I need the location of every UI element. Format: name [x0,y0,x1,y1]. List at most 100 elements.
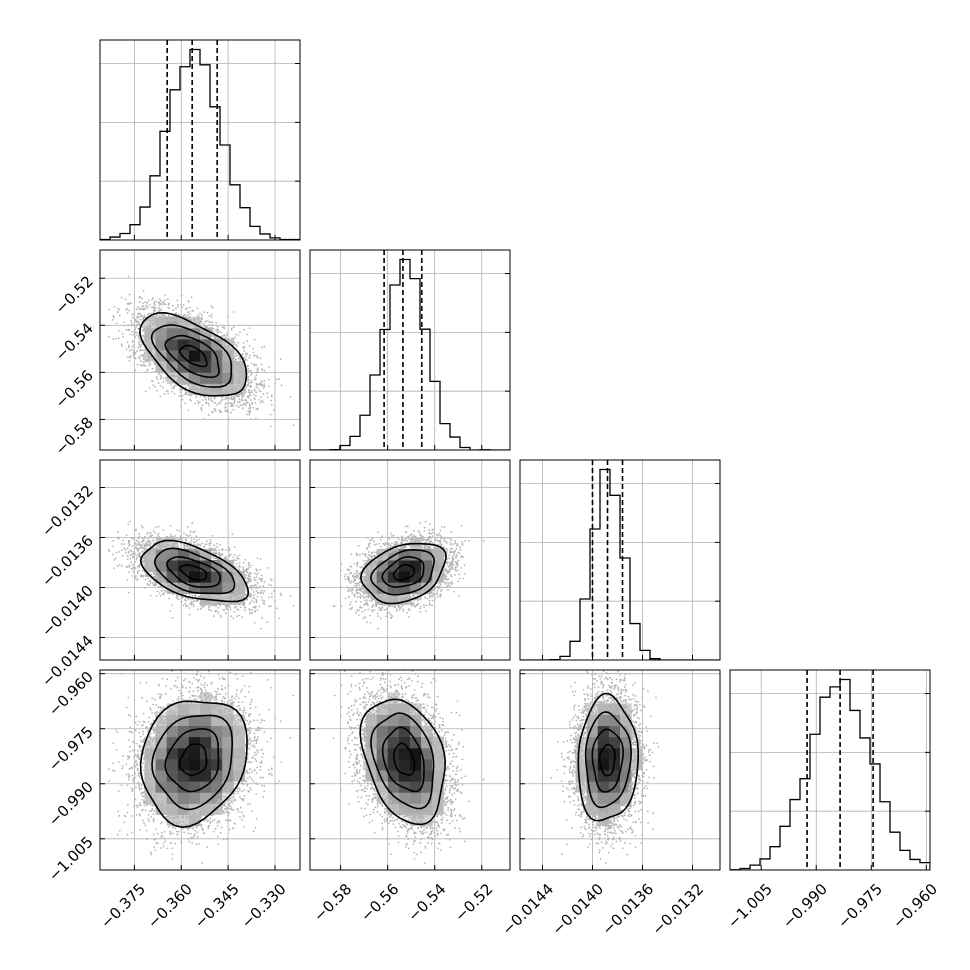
scatter-point [416,594,419,597]
scatter-point [139,295,142,298]
scatter-point [134,336,136,338]
density-cell [200,372,212,384]
scatter-point [159,317,162,320]
scatter-point [176,596,179,598]
density-cell [421,560,433,572]
scatter-point [378,597,381,600]
scatter-point [135,319,137,322]
scatter-point [138,343,141,346]
density-cell [387,582,400,594]
scatter-point [134,542,136,545]
density-cell [222,338,234,351]
scatter-point [395,608,398,611]
scatter-point [228,549,230,552]
scatter-point [171,375,174,378]
scatter-point [150,356,152,358]
scatter-point [165,535,168,538]
scatter-point [364,562,367,565]
scatter-point [121,332,124,335]
scatter-point [194,833,196,836]
density-cell [200,582,212,594]
scatter-point [211,694,213,697]
scatter-point [202,684,205,687]
scatter-point [185,316,187,319]
scatter-point [416,604,418,607]
scatter-point [428,596,431,599]
scatter-point [132,570,135,573]
scatter-point [228,397,230,400]
scatter-point [468,540,470,543]
scatter-point [428,602,431,605]
scatter-point [133,323,135,326]
scatter-point [358,609,361,612]
scatter-point [378,609,381,611]
scatter-point [205,401,207,404]
density-cell [155,537,168,550]
scatter-point [130,322,133,324]
scatter-point [433,548,436,551]
density-cell [188,582,201,594]
scatter-point [256,356,259,359]
scatter-point [169,584,171,587]
scatter-point [376,600,379,603]
scatter-point [178,530,181,533]
scatter-point [152,321,155,324]
scatter-point [444,567,447,570]
panel-content [310,460,510,660]
scatter-point [243,389,246,392]
scatter-point [140,787,143,790]
scatter-point [389,549,392,552]
scatter-point [371,606,374,609]
scatter-point [259,401,262,404]
scatter-point [367,593,370,596]
scatter-point [440,540,442,543]
scatter-point [196,307,199,310]
scatter-point [194,321,197,324]
scatter-point [191,310,194,312]
scatter-point [259,384,262,386]
scatter-point [200,604,203,607]
scatter-point [142,543,145,545]
scatter-point [139,681,142,684]
scatter-point [217,391,220,394]
density-cell [387,560,400,572]
scatter-point [253,572,256,575]
density-cell [222,593,234,605]
scatter-point [270,592,273,595]
scatter-point [174,535,177,537]
scatter-point [244,609,246,612]
scatter-point [391,535,393,537]
scatter-point [367,608,370,611]
scatter-point [169,536,171,538]
scatter-point [448,557,450,560]
scatter-point [133,550,135,553]
scatter-point [219,616,222,618]
scatter-point [247,579,250,582]
scatter-point [210,597,213,599]
scatter-point [179,591,182,593]
scatter-point [450,583,453,586]
scatter-point [171,390,173,393]
scatter-point [431,599,434,602]
scatter-point [456,565,458,568]
scatter-point [199,319,202,322]
scatter-point [162,529,165,531]
scatter-point [459,556,462,559]
density-cell [166,758,179,771]
scatter-point [365,576,368,578]
scatter-point [221,326,224,329]
scatter-point [136,755,139,758]
scatter-point [405,602,408,605]
scatter-point [131,340,134,342]
scatter-point [239,359,242,362]
scatter-point [438,561,441,564]
scatter-point [171,604,174,606]
scatter-point [252,347,255,350]
scatter-point [225,563,228,566]
scatter-point [215,552,218,555]
scatter-point [428,532,431,535]
scatter-point [369,539,372,542]
scatter-point [232,560,234,563]
scatter-point [172,593,174,596]
